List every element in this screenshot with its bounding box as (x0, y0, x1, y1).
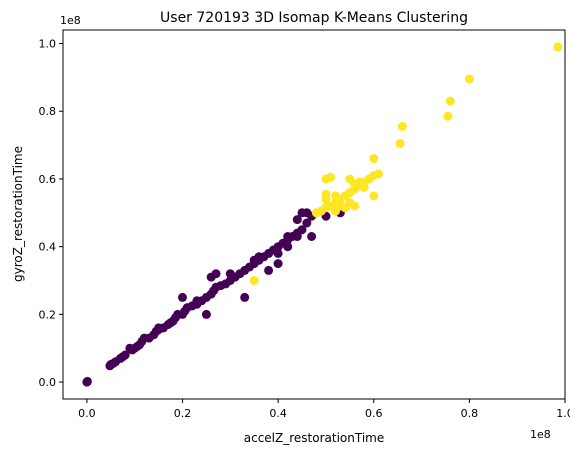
data-point-cluster-0-60 (240, 292, 250, 302)
data-point-cluster-1-24 (369, 191, 379, 201)
data-point-cluster-0-76 (139, 333, 149, 343)
data-point-cluster-1-34 (326, 201, 336, 211)
y-tick-label: 0.8 (39, 105, 57, 118)
data-point-cluster-1-1 (464, 74, 474, 84)
x-tick-label: 0.0 (78, 407, 96, 420)
data-point-cluster-1-5 (395, 138, 405, 148)
data-point-cluster-0-63 (273, 259, 283, 269)
data-point-cluster-0-72 (249, 255, 259, 265)
data-point-cluster-1-32 (311, 208, 321, 218)
data-point-cluster-0-50 (297, 225, 307, 235)
data-point-cluster-1-4 (397, 122, 407, 131)
data-point-cluster-1-0 (553, 42, 563, 52)
data-point-cluster-1-2 (445, 96, 455, 106)
data-point-cluster-0-56 (178, 292, 187, 302)
data-point-cluster-0-1 (82, 376, 92, 386)
chart-title: User 720193 3D Isomap K-Means Clustering (160, 10, 468, 26)
x-tick-label: 1.0 (556, 407, 570, 420)
data-point-cluster-0-78 (111, 357, 121, 367)
y-tick-label: 0.6 (39, 173, 57, 186)
data-point-cluster-0-53 (292, 215, 302, 225)
data-point-cluster-0-65 (283, 242, 293, 252)
x-offset-label: 1e8 (530, 428, 551, 441)
x-tick-label: 0.8 (461, 407, 479, 420)
data-point-cluster-1-6 (369, 154, 379, 164)
data-point-cluster-0-64 (273, 248, 283, 258)
plot-frame (62, 29, 566, 400)
data-point-cluster-0-74 (192, 296, 202, 306)
data-point-cluster-0-70 (283, 232, 293, 241)
data-point-cluster-0-66 (307, 232, 317, 241)
x-tick-label: 0.4 (269, 407, 287, 420)
y-tick-label: 0.4 (39, 241, 57, 254)
data-point-cluster-0-58 (206, 272, 216, 282)
data-point-cluster-1-35 (249, 276, 259, 285)
data-point-cluster-1-3 (443, 111, 453, 121)
x-axis-ticks: 0.0 0.2 0.4 0.6 0.8 1.0 (78, 399, 570, 420)
data-point-cluster-1-21 (331, 191, 340, 201)
data-point-cluster-0-59 (201, 309, 211, 319)
data-point-cluster-0-71 (292, 232, 302, 241)
data-point-cluster-0-75 (154, 323, 164, 333)
data-point-cluster-0-73 (225, 269, 235, 279)
y-tick-label: 1.0 (39, 38, 57, 51)
y-tick-label: 0.2 (39, 308, 57, 321)
y-offset-label: 1e8 (60, 14, 81, 27)
data-point-cluster-0-62 (264, 265, 274, 275)
x-tick-label: 0.2 (174, 407, 192, 420)
data-point-cluster-1-20 (321, 194, 331, 204)
data-point-cluster-0-55 (302, 218, 312, 228)
y-axis-ticks: 0.0 0.2 0.4 0.6 0.8 1.0 (39, 38, 63, 389)
data-point-cluster-1-18 (326, 172, 336, 182)
data-point-cluster-0-77 (125, 343, 135, 353)
data-point-cluster-1-36 (359, 182, 369, 192)
y-axis-label: gyroZ_restorationTime (11, 146, 25, 282)
data-point-cluster-1-28 (350, 201, 360, 211)
x-tick-label: 0.6 (365, 407, 383, 420)
data-point-cluster-0-7 (120, 350, 130, 360)
y-tick-label: 0.0 (39, 376, 57, 389)
x-axis-label: accelZ_restorationTime (244, 431, 384, 445)
points-layer (82, 42, 563, 387)
